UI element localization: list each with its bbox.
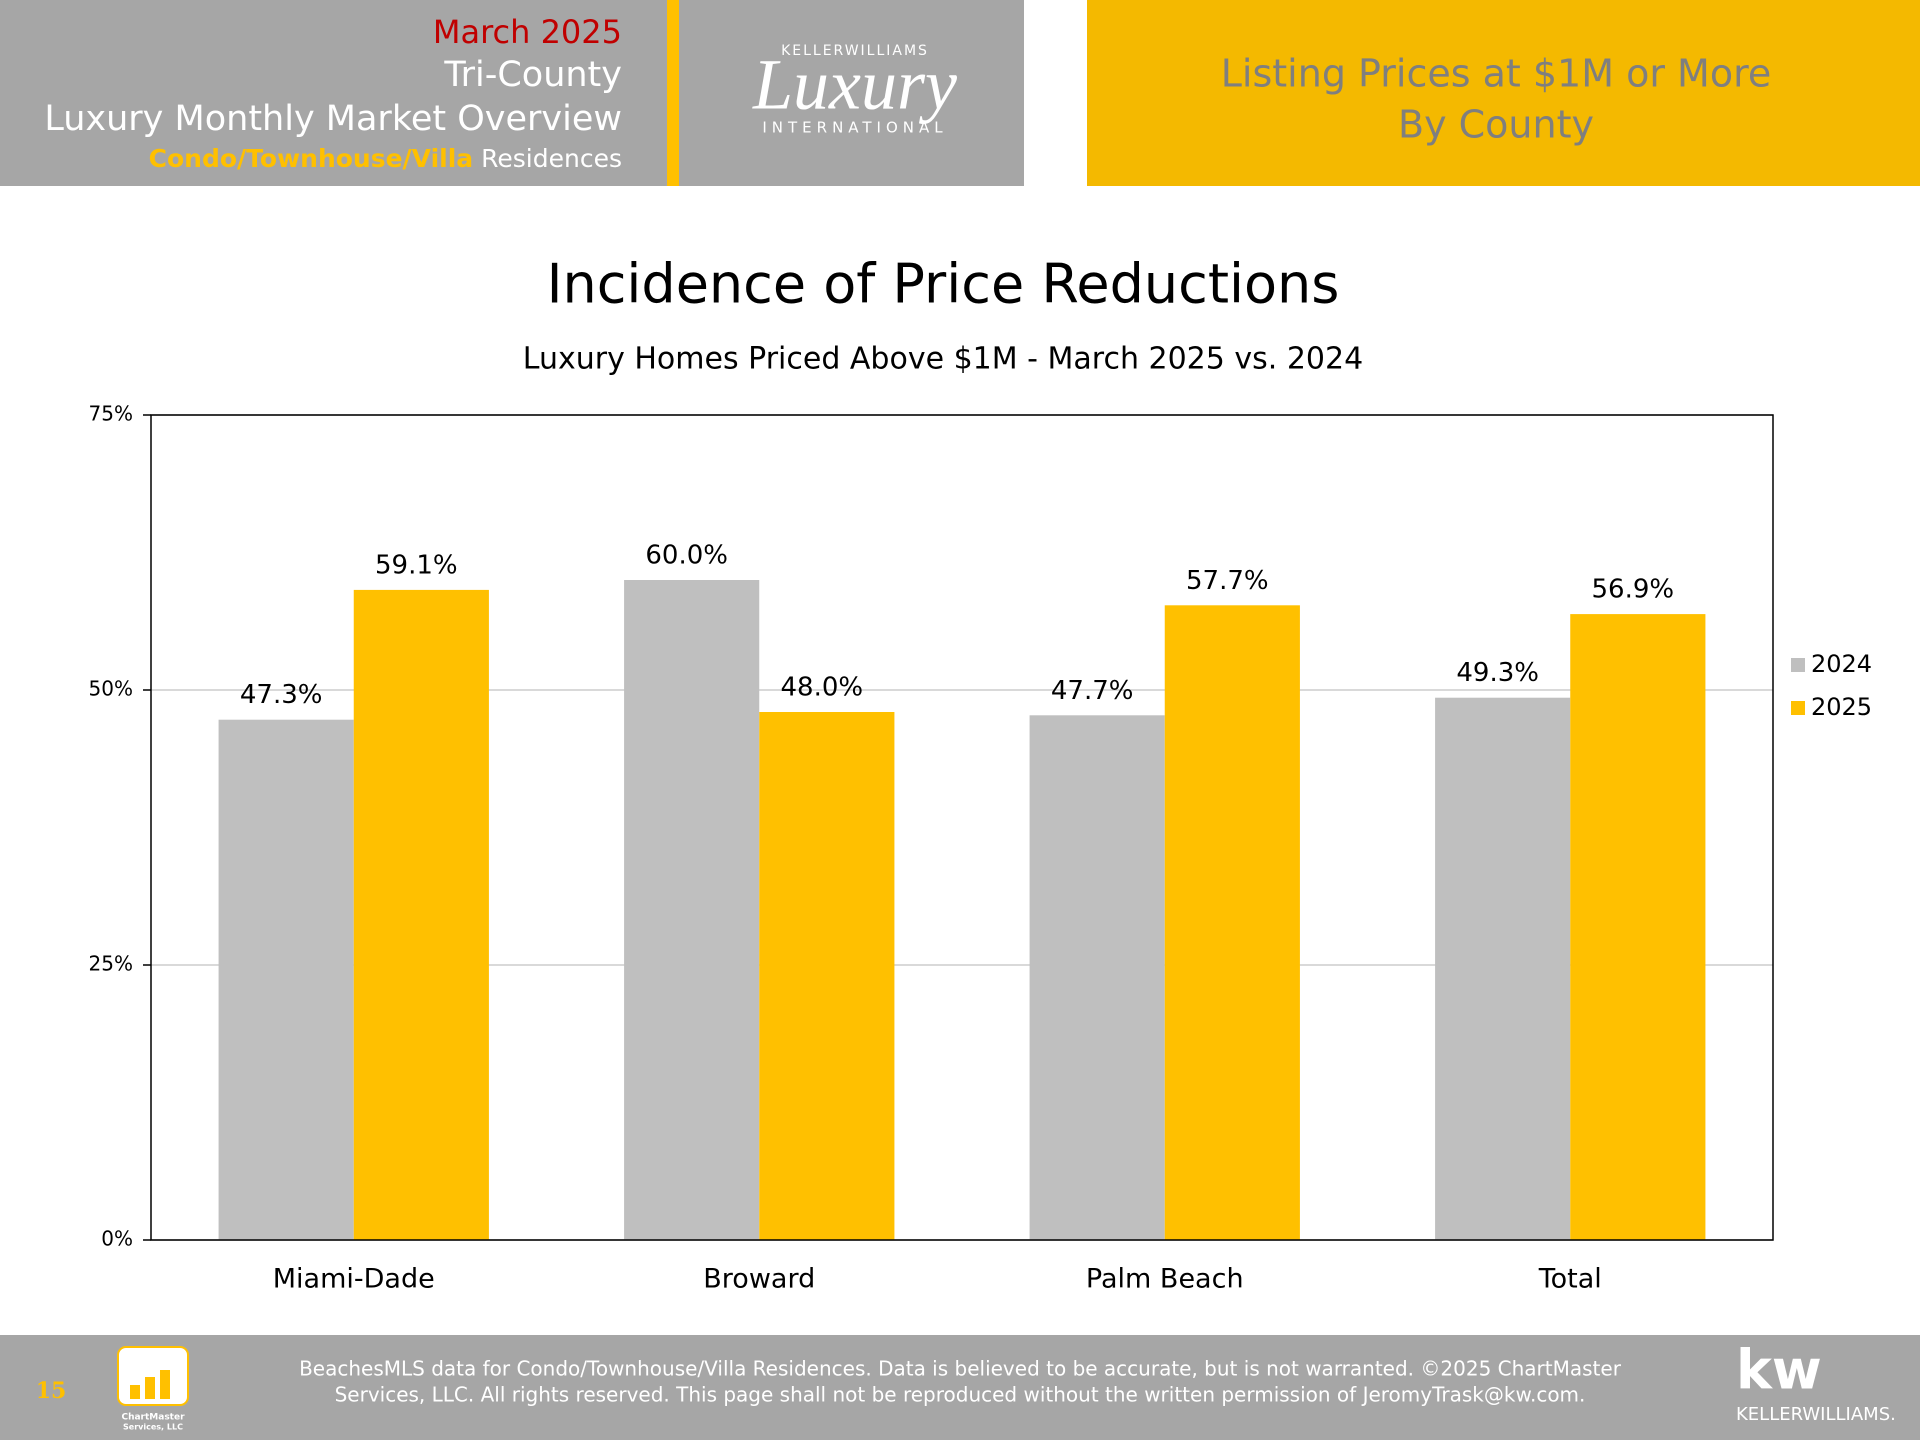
- header-region: Tri-County: [443, 55, 622, 95]
- footer-source: Services, LLC. All rights reserved. This…: [335, 1383, 1586, 1407]
- header-report: Luxury Monthly Market Overview: [44, 99, 622, 139]
- legend-label: 2025: [1811, 693, 1872, 721]
- bar: [1029, 715, 1165, 1240]
- logo-top: KELLERWILLIAMS: [781, 43, 929, 59]
- banner-panel: [1087, 0, 1920, 186]
- data-label: 49.3%: [1456, 658, 1539, 688]
- header-date: March 2025: [433, 13, 622, 51]
- icon-bar: [130, 1385, 140, 1399]
- y-tick-label: 50%: [89, 677, 133, 701]
- x-tick-label: Miami-Dade: [273, 1264, 435, 1295]
- logo-script: Luxury: [752, 45, 957, 125]
- y-tick-label: 25%: [89, 952, 133, 976]
- footer-source: BeachesMLS data for Condo/Townhouse/Vill…: [299, 1357, 1622, 1381]
- header-segment: Condo/Townhouse/Villa Residences: [149, 144, 622, 173]
- x-tick-label: Total: [1538, 1264, 1602, 1295]
- y-tick-label: 0%: [101, 1227, 133, 1251]
- data-label: 59.1%: [375, 550, 458, 580]
- icon-bar: [160, 1370, 170, 1399]
- logo-bottom: INTERNATIONAL: [762, 119, 947, 137]
- page-number: 15: [36, 1378, 67, 1404]
- bar: [759, 712, 895, 1240]
- segment-name: Condo/Townhouse/Villa: [149, 144, 474, 173]
- data-label: 60.0%: [645, 541, 728, 571]
- plot: 0% 25% 50% 75% Miami-Dade 47.3% 59.1% Broward 60…: [89, 402, 1873, 1295]
- y-tick-label: 75%: [89, 402, 133, 426]
- kw-name: KELLERWILLIAMS.: [1736, 1404, 1896, 1425]
- chart-subtitle: Luxury Homes Priced Above $1M - March 20…: [523, 342, 1363, 377]
- data-label: 56.9%: [1592, 575, 1675, 605]
- legend-swatch: [1791, 658, 1805, 672]
- kw-logo: kw: [1736, 1339, 1822, 1402]
- x-tick-label: Broward: [703, 1264, 815, 1295]
- header-panel: [0, 0, 1024, 186]
- bar: [353, 589, 489, 1240]
- chartmaster-name: ChartMaster: [121, 1413, 185, 1423]
- chartmaster-name: Services, LLC: [123, 1423, 183, 1432]
- bar: [218, 719, 354, 1240]
- chart-title: Incidence of Price Reductions: [547, 253, 1340, 316]
- segment-suffix: Residences: [481, 144, 622, 173]
- bar: [1570, 614, 1706, 1240]
- banner-line: Listing Prices at $1M or More: [1221, 52, 1771, 96]
- data-label: 47.7%: [1051, 676, 1134, 706]
- data-label: 47.3%: [240, 680, 323, 710]
- data-label: 48.0%: [781, 673, 864, 703]
- plot-frame: [150, 414, 1774, 1241]
- data-label: 57.7%: [1186, 566, 1269, 596]
- header-divider: [667, 0, 679, 186]
- footer-panel: [0, 1335, 1920, 1440]
- legend-label: 2024: [1811, 650, 1872, 678]
- bar: [1164, 605, 1300, 1240]
- x-tick-label: Palm Beach: [1086, 1264, 1244, 1295]
- banner-line: By County: [1398, 103, 1594, 147]
- bar: [1435, 697, 1571, 1240]
- legend-swatch: [1791, 701, 1805, 715]
- bar: [624, 580, 760, 1240]
- icon-bar: [145, 1377, 155, 1399]
